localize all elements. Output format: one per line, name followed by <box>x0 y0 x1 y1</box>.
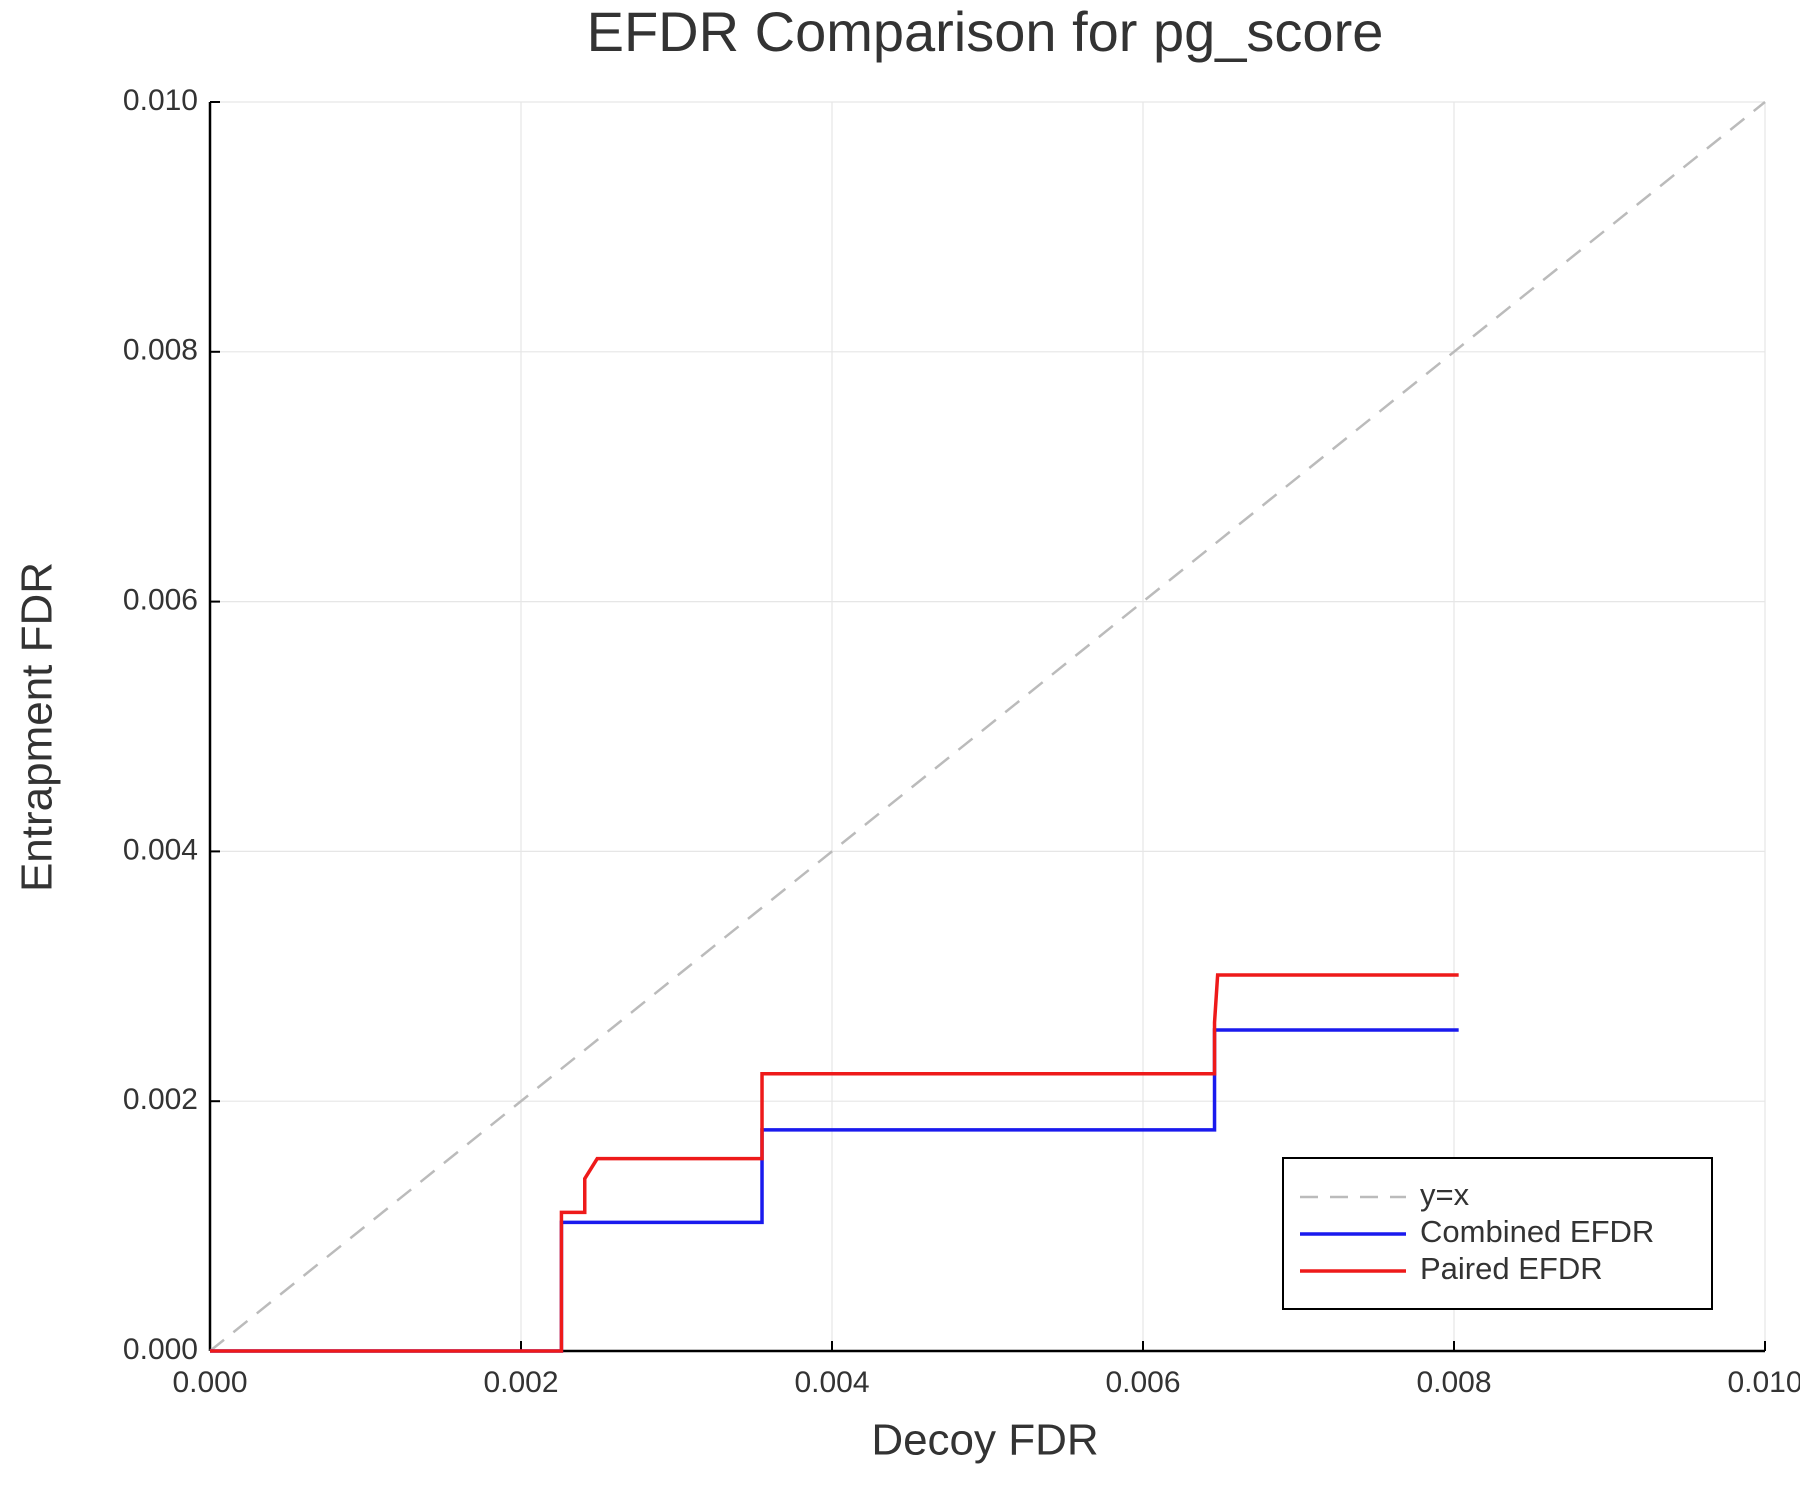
x-axis-label: Decoy FDR <box>871 1416 1098 1465</box>
legend-label: Combined EFDR <box>1420 1214 1654 1249</box>
y-tick-label: 0.004 <box>123 833 198 866</box>
x-tick-label: 0.002 <box>483 1366 558 1399</box>
y-tick-label: 0.010 <box>123 84 198 117</box>
y-axis-label: Entrapment FDR <box>13 562 62 892</box>
x-tick-label: 0.004 <box>794 1366 869 1399</box>
data-line <box>210 1028 1459 1353</box>
y-tick-label: 0.002 <box>123 1083 198 1116</box>
data-line <box>209 101 1766 1352</box>
data-line <box>210 973 1459 1353</box>
x-tick-label: 0.000 <box>172 1366 247 1399</box>
y-tick-label: 0.000 <box>123 1333 198 1366</box>
y-tick-label: 0.006 <box>123 584 198 617</box>
x-tick-label: 0.006 <box>1105 1366 1180 1399</box>
legend-label: Paired EFDR <box>1420 1251 1603 1286</box>
x-tick-label: 0.008 <box>1416 1366 1491 1399</box>
legend-label: y=x <box>1420 1177 1470 1212</box>
y-tick-label: 0.008 <box>123 334 198 367</box>
x-tick-label: 0.010 <box>1727 1366 1800 1399</box>
chart-title: EFDR Comparison for pg_score <box>587 0 1384 63</box>
